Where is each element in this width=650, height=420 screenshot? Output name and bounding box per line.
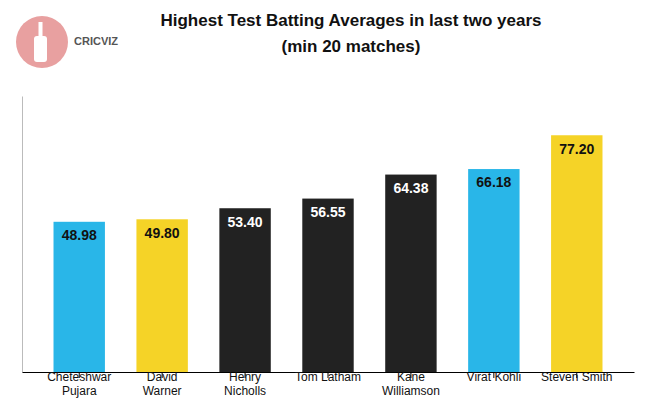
x-tick-label-line: Cheteshwar [47, 370, 111, 384]
bar [468, 169, 519, 372]
x-tick-label: Tom Latham [295, 370, 361, 384]
logo-handle [39, 22, 43, 37]
data-label: 49.80 [145, 225, 180, 241]
data-label: 48.98 [62, 227, 97, 243]
bars [54, 135, 603, 372]
data-label: 64.38 [393, 180, 428, 196]
data-label: 66.18 [476, 174, 511, 190]
x-tick-label: HenryNicholls [224, 370, 266, 398]
x-tick: KaneWilliamson [382, 370, 440, 398]
x-tick: HenryNicholls [224, 370, 266, 398]
annotation: CRICVIZ [74, 35, 118, 47]
x-tick: Tom Latham [295, 370, 361, 384]
x-tick-label: Steven Smith [541, 370, 612, 384]
x-tick-label-line: Warner [143, 384, 182, 398]
logo: CRICVIZ [16, 16, 118, 68]
x-tick-label-line: Virat Kohli [467, 370, 521, 384]
bar [219, 208, 270, 372]
x-tick-label-line: Williamson [382, 384, 440, 398]
x-tick-label-line: Kane [397, 370, 425, 384]
bar [54, 222, 105, 372]
x-tick-label-line: Steven Smith [541, 370, 612, 384]
bar [551, 135, 602, 372]
logo-bat [34, 36, 47, 62]
data-label: 56.55 [310, 204, 345, 220]
data-label: 77.20 [559, 141, 594, 157]
x-tick: DavidWarner [143, 370, 182, 398]
x-tick-label-line: Nicholls [224, 384, 266, 398]
x-tick-label-line: Tom Latham [295, 370, 361, 384]
x-tick-label-line: Pujara [62, 384, 97, 398]
plot: CheteshwarPujara DavidWarner HenryNicholls… [23, 97, 635, 398]
x-tick-label: KaneWilliamson [382, 370, 440, 398]
y-axis-line [22, 97, 23, 373]
y-axis [22, 97, 23, 373]
x-tick-label-line: David [147, 370, 178, 384]
bar [136, 219, 187, 372]
data-labels: 48.98 49.80 53.40 56.55 64.38 66.18 77.20 [62, 141, 595, 244]
title: Highest Test Batting Averages in last tw… [160, 11, 541, 30]
bar [385, 175, 436, 372]
x-tick: CheteshwarPujara [47, 370, 111, 398]
chart: CRICVIZ Highest Test Batting Averages in … [0, 0, 650, 420]
subtitle: (min 20 matches) [282, 37, 421, 56]
bar [302, 199, 353, 372]
x-tick: Virat Kohli [467, 370, 521, 384]
logo-circle [16, 16, 68, 68]
x-tick-label: CheteshwarPujara [47, 370, 111, 398]
x-tick: Steven Smith [541, 370, 612, 384]
data-label: 53.40 [228, 214, 263, 230]
x-axis: CheteshwarPujara DavidWarner HenryNicholls… [23, 370, 635, 398]
x-tick-label: Virat Kohli [467, 370, 521, 384]
x-tick-label: DavidWarner [143, 370, 182, 398]
x-tick-label-line: Henry [229, 370, 261, 384]
